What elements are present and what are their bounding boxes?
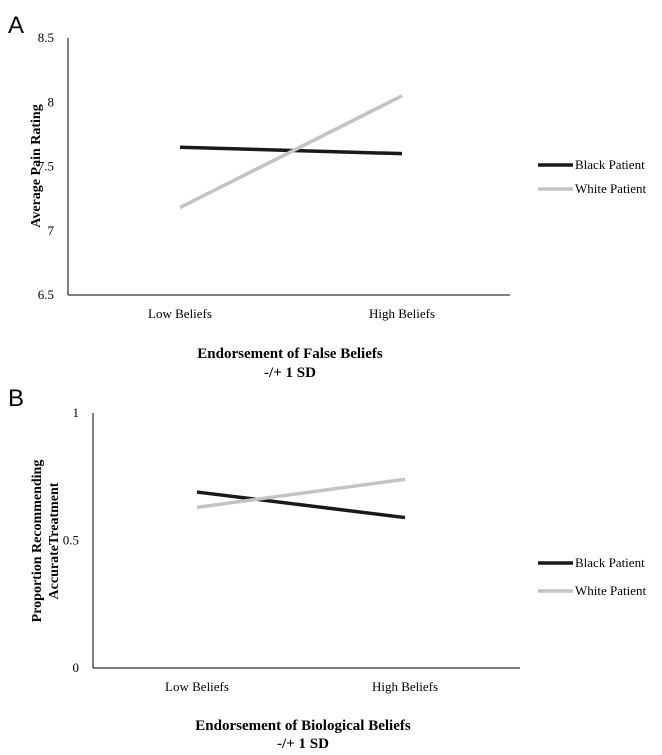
y-tick-label: 8	[48, 94, 55, 109]
series-line-white-patient	[179, 94, 403, 210]
x-tick-label: Low Beliefs	[165, 679, 229, 694]
panel-b-legend: Black Patient White Patient	[538, 555, 647, 598]
panel-b-x-label-line-1: Endorsement of Biological Beliefs	[195, 718, 411, 734]
y-tick-label: 7	[48, 223, 55, 238]
panel-b-y-label-line-2: AccurateTreatment	[47, 482, 62, 599]
y-tick-label: 0	[73, 660, 80, 675]
panel-a-x-label-line-1: Endorsement of False Beliefs	[197, 346, 383, 362]
x-tick-label: High Beliefs	[372, 679, 438, 694]
panel-a-legend: Black Patient White Patient	[538, 157, 647, 196]
y-tick-label: 7.5	[38, 159, 54, 174]
panel-a-label: A	[8, 12, 24, 39]
legend-label: Black Patient	[575, 555, 645, 570]
panel-a-x-label-line-2: -/+ 1 SD	[264, 365, 316, 381]
panel-a-series	[179, 94, 403, 210]
panel-b-x-label-line-2: -/+ 1 SD	[277, 736, 329, 752]
panel-a-y-ticks: 6.5 7 7.5 8 8.5	[38, 30, 55, 302]
legend-label: White Patient	[575, 181, 647, 196]
legend-label: White Patient	[575, 583, 647, 598]
panel-b-y-ticks: 00.51	[63, 405, 79, 675]
series-line-black-patient	[196, 490, 406, 520]
y-tick-label: 6.5	[38, 287, 54, 302]
panel-a-x-ticks: Low Beliefs High Beliefs	[148, 306, 435, 321]
series-line-white-patient	[196, 477, 406, 510]
y-tick-label: 8.5	[38, 30, 54, 45]
panel-a-y-label: Average Pain Rating	[29, 104, 44, 227]
panel-b: B 00.51 Low Beliefs High Beliefs Proporti…	[8, 385, 647, 752]
x-tick-label: Low Beliefs	[148, 306, 212, 321]
panel-a: A 6.5 7 7.5 8 8.5 Low Beliefs High Beliefs Av…	[8, 12, 647, 381]
y-tick-label: 0.5	[63, 533, 79, 548]
panel-b-label: B	[8, 385, 24, 412]
panel-b-y-label-line-1: Proportion Recommending	[30, 460, 45, 623]
x-tick-label: High Beliefs	[369, 306, 435, 321]
panel-b-x-ticks: Low Beliefs High Beliefs	[165, 679, 438, 694]
panel-b-series	[196, 477, 406, 520]
legend-label: Black Patient	[575, 157, 645, 172]
y-tick-label: 1	[73, 405, 80, 420]
